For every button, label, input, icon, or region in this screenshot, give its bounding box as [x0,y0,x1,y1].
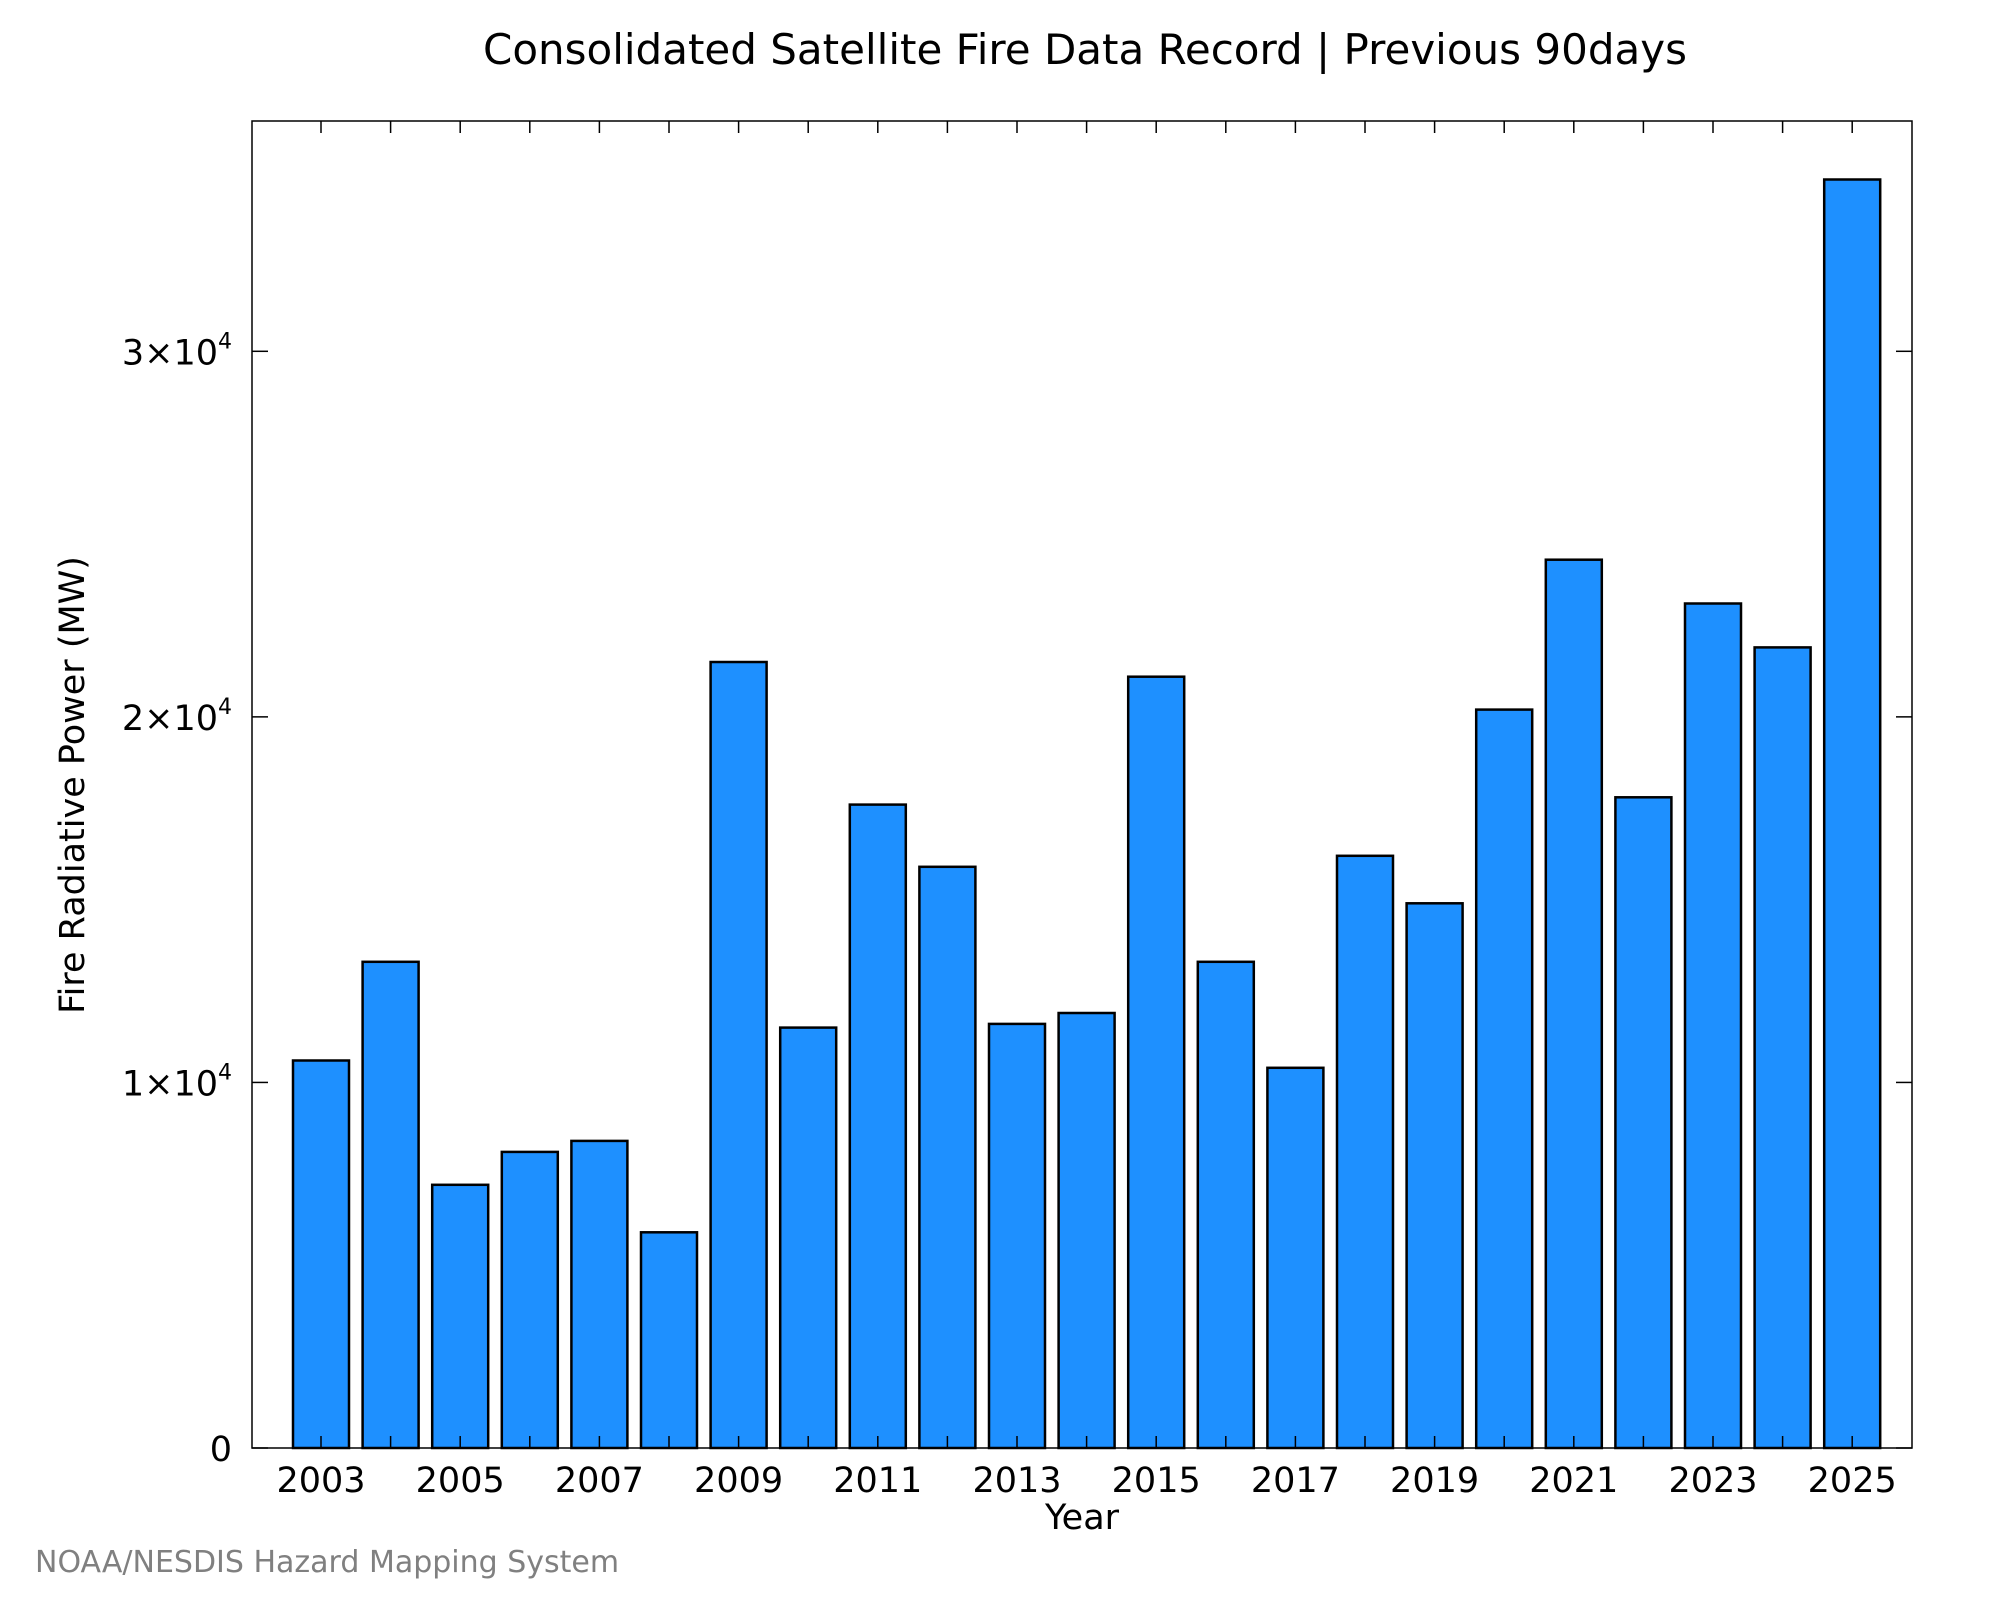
bar-2009 [709,660,768,1450]
bar-2007 [570,1139,629,1450]
bar-2004 [361,960,420,1450]
bar-2013 [987,1022,1047,1450]
x-tick-label-2011: 2011 [833,1461,922,1501]
x-tick-label-2017: 2017 [1251,1461,1340,1501]
bar-2020 [1474,708,1534,1450]
x-tick-label-2013: 2013 [972,1461,1061,1501]
x-axis-label: Year [1044,1498,1120,1538]
credit-text: NOAA/NESDIS Hazard Mapping System [35,1545,619,1580]
bar-2015 [1126,675,1186,1450]
y-axis-label: Fire Radiative Power (MW) [53,556,93,1014]
y-tick-label-2: 2×104 [122,695,232,739]
bar-2011 [848,803,908,1450]
bar-2016 [1196,960,1256,1450]
x-tick-label-2009: 2009 [694,1461,783,1501]
bar-2010 [778,1026,838,1450]
x-tick-label-2007: 2007 [555,1461,644,1501]
bar-2006 [500,1150,560,1450]
bar-2012 [918,865,977,1450]
bar-2005 [430,1183,490,1450]
bar-2025 [1822,178,1882,1450]
y-axis-ticks: 0 1×104 2×104 3×104 [122,329,1912,1470]
y-tick-label-3: 3×104 [122,329,232,373]
x-tick-label-2023: 2023 [1668,1461,1757,1501]
bar-2003 [291,1059,351,1450]
x-tick-label-2025: 2025 [1808,1461,1897,1501]
x-tick-label-2003: 2003 [276,1461,365,1501]
bar-2024 [1753,646,1812,1450]
x-tick-label-2021: 2021 [1529,1461,1618,1501]
x-axis-ticks: 2003 2005 2007 2009 2011 2013 2015 2017 2019 2021… [276,121,1897,1501]
bar-2014 [1057,1011,1116,1450]
y-tick-label-0: 0 [210,1430,232,1470]
chart-title: Consolidated Satellite Fire Data Record … [483,25,1687,74]
bar-2008 [639,1231,699,1450]
bar-2023 [1683,602,1743,1450]
bar-2017 [1266,1066,1325,1450]
bar-2022 [1614,796,1673,1450]
plot-area [291,178,1882,1450]
plot-frame [251,120,1913,1449]
y-tick-label-1: 1×104 [122,1060,232,1104]
bar-2021 [1544,558,1604,1450]
bar-2019 [1405,902,1464,1450]
x-tick-label-2005: 2005 [416,1461,505,1501]
x-tick-label-2015: 2015 [1112,1461,1201,1501]
bar-2018 [1335,854,1395,1450]
x-tick-label-2019: 2019 [1390,1461,1479,1501]
